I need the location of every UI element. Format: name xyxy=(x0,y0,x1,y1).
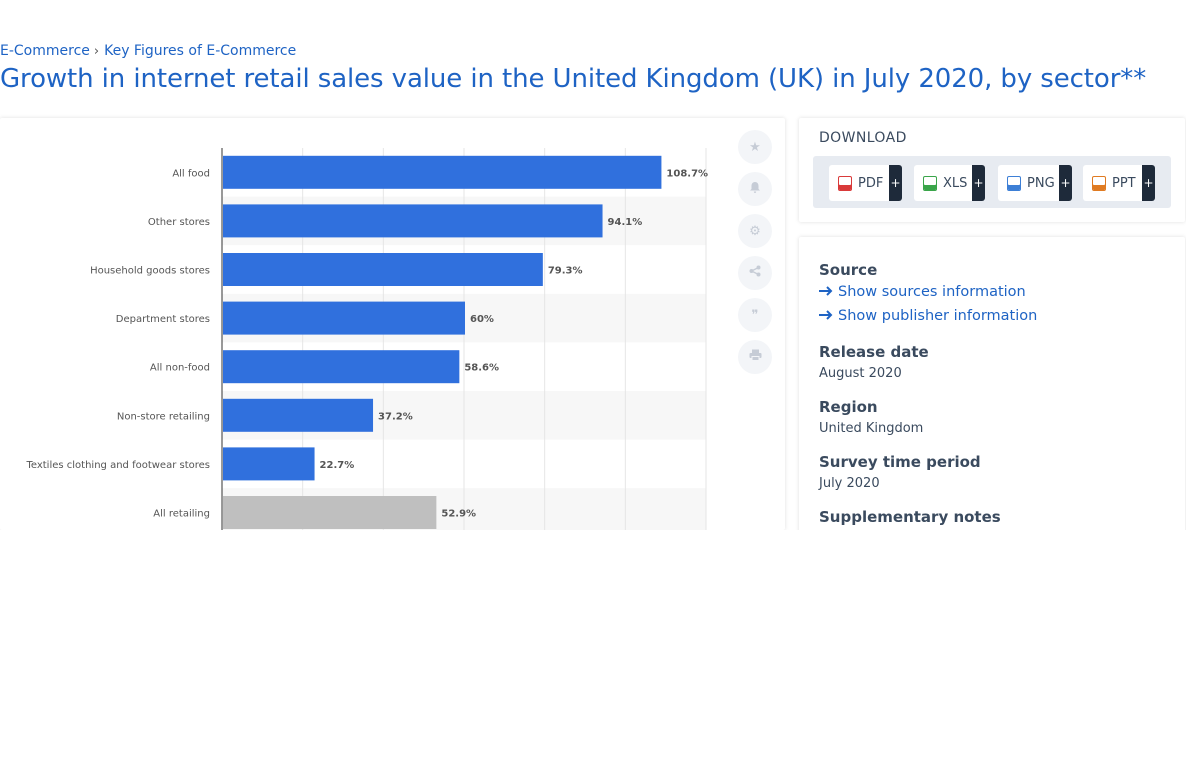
png-plus-icon: + xyxy=(1059,165,1072,201)
ppt-file-icon xyxy=(1092,175,1106,191)
cite-button[interactable]: ❞ xyxy=(738,298,772,332)
breadcrumb-item-ecommerce[interactable]: E-Commerce xyxy=(0,43,90,59)
xls-file-icon xyxy=(923,175,937,191)
data-label: 22.7% xyxy=(320,460,355,471)
category-label: All non-food xyxy=(150,363,210,374)
breadcrumb: E-Commerce › Key Figures of E-Commerce xyxy=(0,43,296,59)
category-label: Department stores xyxy=(116,314,210,325)
share-icon xyxy=(749,265,761,281)
bar xyxy=(223,301,465,335)
data-label: 108.7% xyxy=(666,168,708,179)
download-ppt-button[interactable]: PPT + xyxy=(1083,165,1155,201)
release-date-value: August 2020 xyxy=(819,366,902,381)
bar xyxy=(223,496,437,529)
breadcrumb-item-key-figures[interactable]: Key Figures of E-Commerce xyxy=(104,43,297,59)
bar-chart: All food 108.7% Other stores 94.1% Household… xyxy=(25,148,708,530)
breadcrumb-separator: › xyxy=(93,44,100,59)
survey-period-value: July 2020 xyxy=(819,476,880,491)
pdf-plus-icon: + xyxy=(889,165,902,201)
bar xyxy=(223,253,543,286)
download-strip: PDF + XLS + PNG + PPT + xyxy=(813,156,1171,208)
category-label: All food xyxy=(172,168,210,179)
notification-button[interactable] xyxy=(738,172,772,206)
data-label: 94.1% xyxy=(608,217,643,228)
statistic-details-panel: Source Show sources information Show pub… xyxy=(799,237,1185,537)
download-png-label: PNG xyxy=(1027,175,1055,191)
data-label: 52.9% xyxy=(441,509,476,520)
data-label: 58.6% xyxy=(464,363,499,374)
download-xls-button[interactable]: XLS + xyxy=(914,165,985,201)
bar xyxy=(223,398,374,432)
favorite-button[interactable]: ★ xyxy=(738,130,772,164)
category-label: Other stores xyxy=(148,217,210,228)
download-png-button[interactable]: PNG + xyxy=(998,165,1072,201)
release-date-label: Release date xyxy=(819,343,929,361)
pdf-file-icon xyxy=(838,175,852,191)
page-title: Growth in internet retail sales value in… xyxy=(0,64,1147,94)
page-cutoff xyxy=(0,530,1186,760)
download-panel: DOWNLOAD PDF + XLS + PNG + PPT + xyxy=(799,118,1185,222)
data-label: 37.2% xyxy=(378,411,413,422)
favorite-icon: ★ xyxy=(749,139,761,155)
show-publisher-link[interactable]: Show publisher information xyxy=(819,308,1037,324)
bar xyxy=(223,204,603,238)
category-label: Textiles clothing and footwear stores xyxy=(25,460,210,471)
ppt-plus-icon: + xyxy=(1142,165,1155,201)
print-button[interactable] xyxy=(738,340,772,374)
settings-button[interactable]: ⚙ xyxy=(738,214,772,248)
download-pdf-label: PDF xyxy=(858,175,884,191)
chart-card: All food 108.7% Other stores 94.1% Household… xyxy=(0,118,785,530)
show-sources-text: Show sources information xyxy=(838,284,1026,300)
arrow-right-icon xyxy=(819,284,833,300)
download-xls-label: XLS xyxy=(943,175,968,191)
print-icon xyxy=(749,349,762,365)
download-title: DOWNLOAD xyxy=(819,130,907,146)
supplementary-notes-label: Supplementary notes xyxy=(819,508,1001,526)
download-pdf-button[interactable]: PDF + xyxy=(829,165,902,201)
arrow-right-icon xyxy=(819,308,833,324)
xls-plus-icon: + xyxy=(972,165,985,201)
download-ppt-label: PPT xyxy=(1112,175,1136,191)
region-label: Region xyxy=(819,398,878,416)
data-label: 60% xyxy=(470,314,494,325)
bar xyxy=(223,447,315,481)
source-label: Source xyxy=(819,261,878,279)
chart-toolbar: ★ ⚙ ❞ xyxy=(738,130,772,382)
show-sources-link[interactable]: Show sources information xyxy=(819,284,1026,300)
png-file-icon xyxy=(1007,175,1021,191)
quote-icon: ❞ xyxy=(751,307,759,323)
gear-icon: ⚙ xyxy=(749,223,761,239)
bar xyxy=(223,350,460,384)
region-value: United Kingdom xyxy=(819,421,924,436)
share-button[interactable] xyxy=(738,256,772,290)
data-label: 79.3% xyxy=(548,266,583,277)
category-label: All retailing xyxy=(153,509,210,520)
show-publisher-text: Show publisher information xyxy=(838,308,1038,324)
bell-icon xyxy=(749,181,761,198)
category-label: Household goods stores xyxy=(90,266,210,277)
survey-period-label: Survey time period xyxy=(819,453,981,471)
bar xyxy=(223,155,662,189)
category-label: Non-store retailing xyxy=(117,411,210,422)
